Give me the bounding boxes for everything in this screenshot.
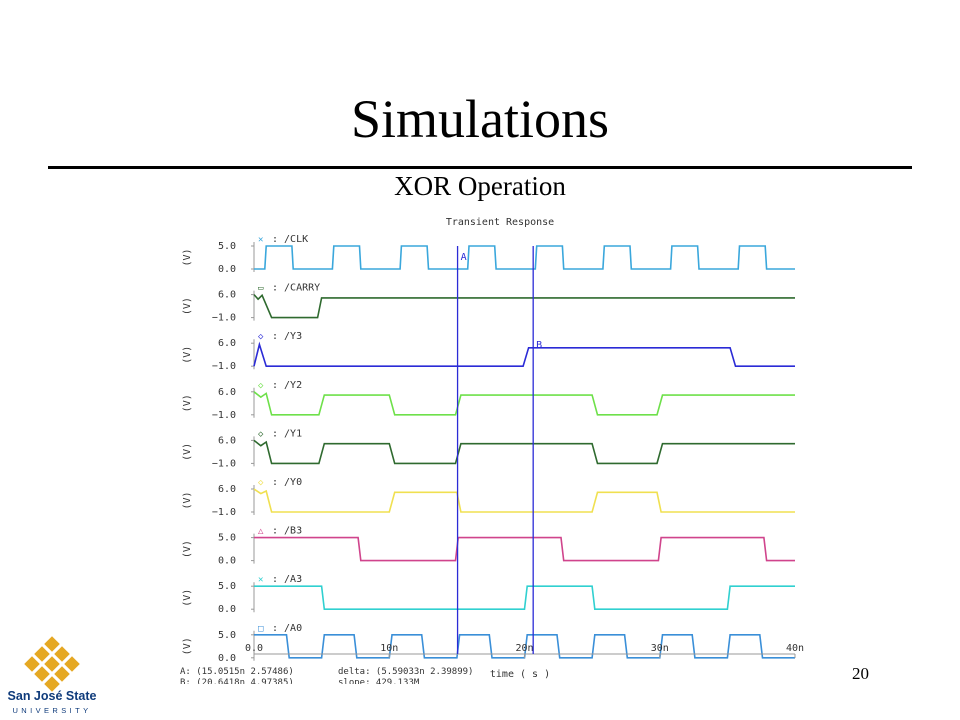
x-tick-label-3: 30n [651,643,669,654]
lane-ytick-top-y2: 6.0 [218,387,236,398]
lane-ytick-top-a0: 5.0 [218,630,236,641]
lane-ytick-bottom-y0: −1.0 [212,507,236,518]
readout-a: A: (15.0515n 2.57486) [180,667,294,677]
x-tick-label-1: 10n [380,643,398,654]
readout-delta: delta: (5.59033n 2.39899) [338,667,473,677]
chart-svg: Transient Response (V) 5.0 0.0 ✕ : /CLK (V) 6.0… [180,217,804,684]
lane-marker-y3: ◇ [258,332,264,342]
lane-marker-clk: ✕ [258,235,263,245]
lane-unit-clk: (V) [182,248,193,266]
lane-ytick-top-y0: 6.0 [218,484,236,495]
transient-response-chart: Transient Response (V) 5.0 0.0 ✕ : /CLK (V) 6.0… [170,212,820,684]
logo-subtitle: UNIVERSITY [12,706,92,715]
waveform-carry [253,293,795,319]
lane-marker-y0: ◇ [258,478,264,488]
logo-name: San José State [7,689,97,703]
lane-ytick-bottom-a3: 0.0 [218,604,236,615]
lane-ytick-top-b3: 5.0 [218,533,236,544]
lane-ytick-bottom-carry: −1.0 [212,313,236,324]
lane-name-carry: : /CARRY [272,283,320,294]
lane-name-y1: : /Y1 [272,428,302,439]
lane-unit-a3: (V) [182,589,193,607]
lane-name-clk: : /CLK [272,234,308,245]
waveform-clk [254,245,795,270]
lane-ytick-bottom-y2: −1.0 [212,410,236,421]
lane-ytick-bottom-y1: −1.0 [212,458,236,469]
slide-title: Simulations [350,89,610,149]
lane-marker-b3: △ [258,527,264,537]
lane-ytick-bottom-y3: −1.0 [212,361,236,372]
waveform-a3 [254,585,795,611]
lane-ytick-top-carry: 6.0 [218,290,236,301]
lane-name-b3: : /B3 [272,526,302,537]
readout-b: B: (20.6418n 4.97385) [180,678,294,684]
lane-unit-y1: (V) [182,443,193,461]
university-logo [6,636,102,720]
lane-name-a0: : /A0 [272,623,302,634]
lane-unit-carry: (V) [182,297,193,315]
waveform-b3 [254,536,795,562]
lane-marker-a3: ✕ [258,575,263,585]
x-axis-label: time ( s ) [490,669,550,680]
waveform-y3 [253,341,795,367]
x-tick-label-4: 40n [786,643,804,654]
chart-title: Transient Response [446,217,554,228]
waveform-y2 [253,391,795,416]
waveform-y1 [253,439,795,465]
cursor-a-label: A [461,252,467,263]
x-tick-label-2: 20n [515,643,533,654]
lane-ytick-top-clk: 5.0 [218,241,236,252]
cursor-b-label: B [536,340,542,351]
lane-marker-carry: ▭ [258,284,264,294]
lane-name-a3: : /A3 [272,574,302,585]
lane-ytick-bottom-b3: 0.0 [218,556,236,567]
waveform-y0 [253,488,795,513]
readout-slope: slope: 429.133M [338,678,420,684]
lane-name-y0: : /Y0 [272,477,302,488]
lane-unit-b3: (V) [182,540,193,558]
lane-ytick-top-y3: 6.0 [218,338,236,349]
lane-unit-y3: (V) [182,346,193,364]
lane-name-y2: : /Y2 [272,380,302,391]
lane-name-y3: : /Y3 [272,331,302,342]
slide-subtitle: XOR Operation [394,171,566,201]
lane-unit-y2: (V) [182,394,193,412]
title-divider [48,166,912,169]
lane-ytick-top-y1: 6.0 [218,435,236,446]
lane-marker-a0: □ [258,624,264,634]
lane-marker-y1: ◇ [258,429,264,439]
lane-ytick-bottom-a0: 0.0 [218,653,236,664]
page-number: 20 [852,664,869,683]
logo-mark-icon [24,636,80,692]
lane-marker-y2: ◇ [258,381,264,391]
x-tick-label-0: 0.0 [245,643,263,654]
lane-unit-y0: (V) [182,491,193,509]
lane-ytick-bottom-clk: 0.0 [218,264,236,275]
lane-unit-a0: (V) [182,637,193,655]
lane-ytick-top-a3: 5.0 [218,581,236,592]
